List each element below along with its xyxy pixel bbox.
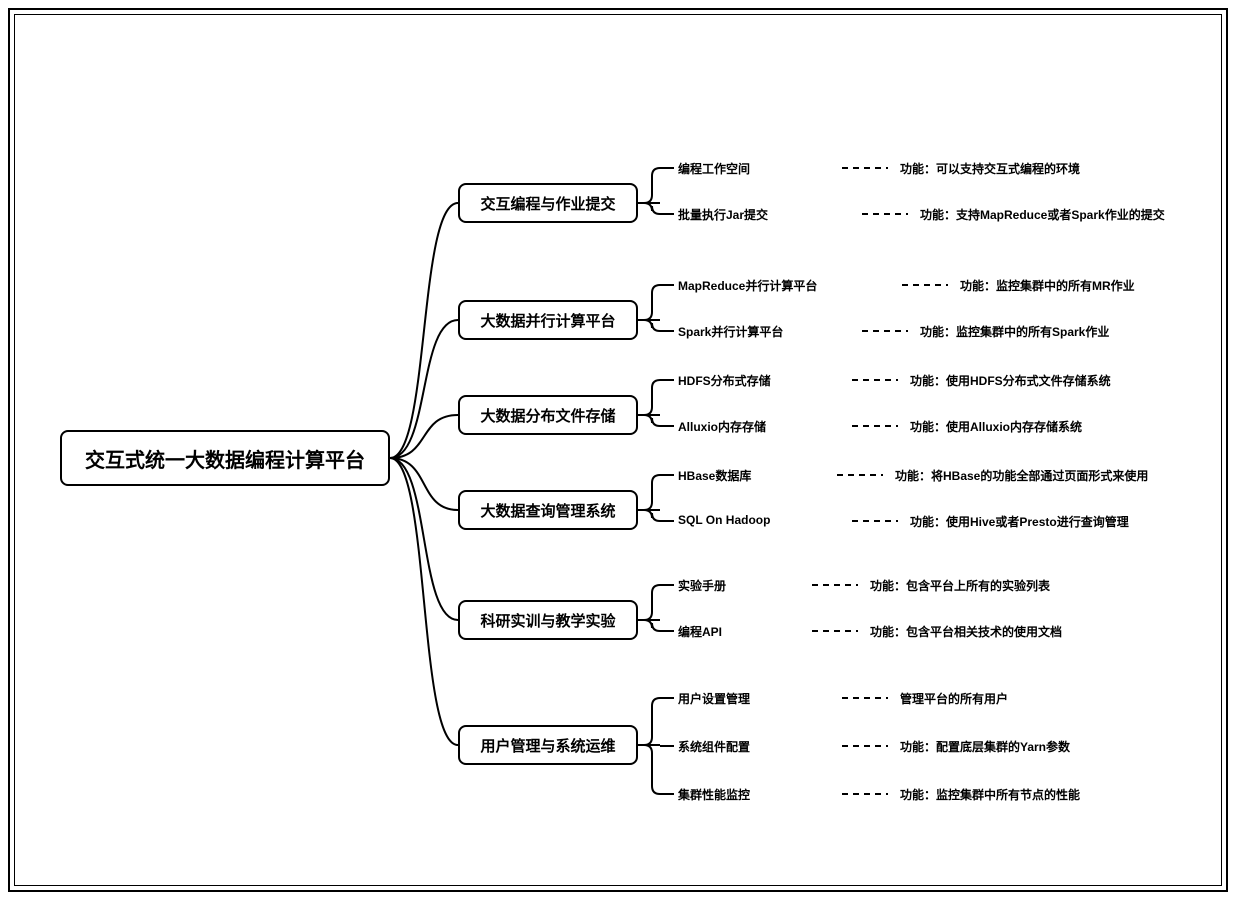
tree-leaf: 系统组件配置 (678, 738, 750, 755)
tree-leaf-desc: 功能：监控集群中所有节点的性能 (900, 786, 1080, 803)
tree-leaf: HBase数据库 (678, 467, 751, 484)
tree-leaf: Alluxio内存存储 (678, 418, 766, 435)
tree-node: 大数据并行计算平台 (458, 300, 638, 340)
tree-node: 科研实训与教学实验 (458, 600, 638, 640)
tree-leaf-desc: 功能：可以支持交互式编程的环境 (900, 160, 1080, 177)
tree-node: 交互式统一大数据编程计算平台 (60, 430, 390, 486)
tree-leaf-desc: 功能：使用Alluxio内存存储系统 (910, 418, 1082, 435)
tree-leaf-desc: 功能：配置底层集群的Yarn参数 (900, 738, 1070, 755)
tree-leaf: 编程工作空间 (678, 160, 750, 177)
tree-leaf-desc: 功能：包含平台上所有的实验列表 (870, 577, 1050, 594)
tree-leaf: 集群性能监控 (678, 786, 750, 803)
tree-leaf: MapReduce并行计算平台 (678, 277, 817, 294)
tree-leaf: Spark并行计算平台 (678, 323, 783, 340)
tree-node: 交互编程与作业提交 (458, 183, 638, 223)
tree-node: 大数据查询管理系统 (458, 490, 638, 530)
tree-leaf-desc: 功能：支持MapReduce或者Spark作业的提交 (920, 206, 1165, 223)
tree-leaf-desc: 功能：将HBase的功能全部通过页面形式来使用 (895, 467, 1148, 484)
tree-leaf: 批量执行Jar提交 (678, 206, 768, 223)
tree-node: 用户管理与系统运维 (458, 725, 638, 765)
tree-leaf-desc: 功能：包含平台相关技术的使用文档 (870, 623, 1062, 640)
tree-node: 大数据分布文件存储 (458, 395, 638, 435)
tree-leaf: SQL On Hadoop (678, 513, 770, 527)
tree-leaf-desc: 功能：监控集群中的所有MR作业 (960, 277, 1135, 294)
tree-leaf: HDFS分布式存储 (678, 372, 771, 389)
tree-leaf: 实验手册 (678, 577, 726, 594)
tree-leaf: 编程API (678, 623, 722, 640)
tree-leaf-desc: 功能：监控集群中的所有Spark作业 (920, 323, 1109, 340)
tree-leaf-desc: 功能：使用HDFS分布式文件存储系统 (910, 372, 1111, 389)
tree-leaf: 用户设置管理 (678, 690, 750, 707)
tree-leaf-desc: 功能：使用Hive或者Presto进行查询管理 (910, 513, 1129, 530)
tree-leaf-desc: 管理平台的所有用户 (900, 690, 1008, 707)
